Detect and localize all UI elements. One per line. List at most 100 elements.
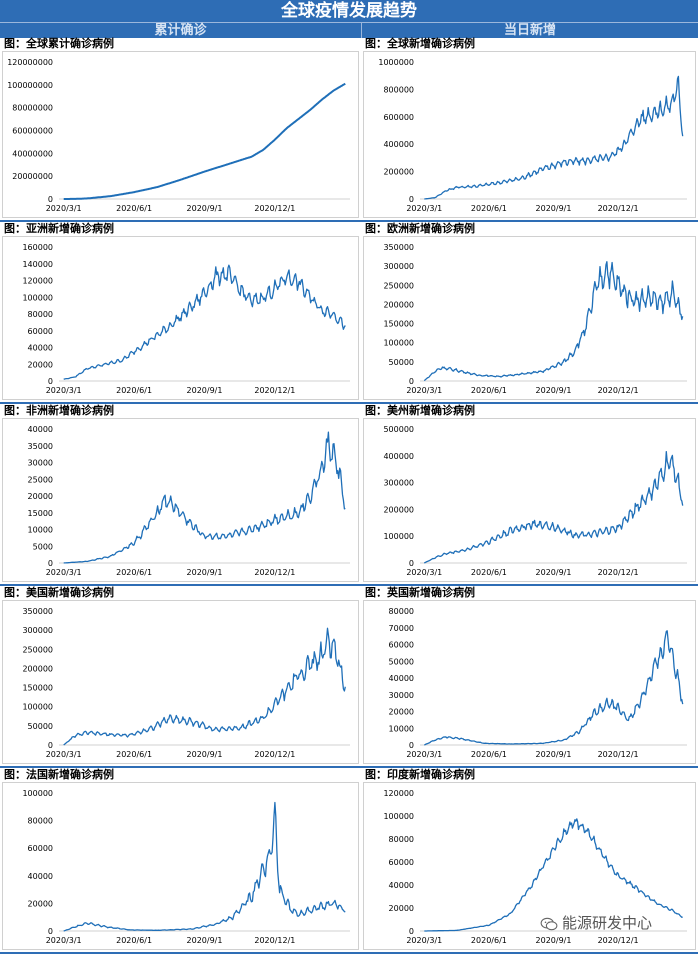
y-tick-label: 200000 bbox=[22, 664, 53, 673]
x-tick-label: 2020/12/1 bbox=[254, 386, 295, 395]
y-tick-label: 40000 bbox=[28, 425, 53, 434]
chart-frame: 0 20000 40000 60000 80000 100000 120000 140000 1… bbox=[2, 236, 359, 400]
y-tick-label: 0 bbox=[48, 741, 53, 750]
x-tick-label: 2020/12/1 bbox=[254, 568, 295, 577]
chart-title: 图：英国新增确诊病例 bbox=[365, 586, 475, 599]
y-tick-label: 40000 bbox=[389, 674, 414, 683]
line-chart: 0 20000000 40000000 60000000 80000000 1000000… bbox=[7, 58, 350, 213]
chart-frame: 0 20000 40000 60000 80000 100000 2020/3/1 2020/… bbox=[2, 782, 359, 950]
x-tick-label: 2020/6/1 bbox=[471, 204, 507, 213]
x-tick-label: 2020/6/1 bbox=[471, 750, 507, 759]
series-line bbox=[63, 82, 346, 200]
y-tick-label: 80000 bbox=[28, 310, 53, 319]
y-tick-label: 500000 bbox=[383, 425, 414, 434]
x-tick-label: 2020/6/1 bbox=[116, 750, 152, 759]
chart-panel-9: 图：印度新增确诊病例 0 20000 40000 60000 80000 100000 120… bbox=[361, 768, 698, 954]
y-tick-label: 30000 bbox=[28, 459, 53, 468]
y-tick-label: 50000 bbox=[389, 358, 414, 367]
x-tick-label: 2020/12/1 bbox=[598, 204, 639, 213]
chart-title: 图：美州新增确诊病例 bbox=[365, 404, 475, 417]
y-tick-label: 40000 bbox=[28, 872, 53, 881]
x-tick-label: 2020/6/1 bbox=[471, 568, 507, 577]
y-tick-label: 300000 bbox=[383, 262, 414, 271]
y-tick-label: 50000 bbox=[389, 657, 414, 666]
y-tick-label: 80000 bbox=[389, 607, 414, 616]
chart-title: 图：法国新增确诊病例 bbox=[4, 768, 114, 781]
line-chart: 0 20000 40000 60000 80000 100000 120000 140000 1… bbox=[22, 243, 350, 395]
y-tick-label: 70000 bbox=[389, 624, 414, 633]
chart-frame: 0 100000 200000 300000 400000 500000 2020/3/1 2… bbox=[363, 418, 696, 582]
chart-title: 图：印度新增确诊病例 bbox=[365, 768, 475, 781]
chart-frame: 0 50000 100000 150000 200000 250000 300000 3500… bbox=[363, 236, 696, 400]
chart-panel-2: 图：亚洲新增确诊病例 0 20000 40000 60000 80000 100000 120… bbox=[0, 222, 361, 404]
y-tick-label: 250000 bbox=[383, 281, 414, 290]
line-chart: 0 5000 10000 15000 20000 25000 30000 35000 40000… bbox=[28, 425, 350, 577]
y-tick-label: 100000 bbox=[383, 339, 414, 348]
x-tick-label: 2020/9/1 bbox=[536, 568, 572, 577]
y-tick-label: 160000 bbox=[22, 243, 53, 252]
y-tick-label: 0 bbox=[409, 195, 414, 204]
x-tick-label: 2020/9/1 bbox=[187, 568, 223, 577]
series-line bbox=[63, 264, 346, 380]
y-tick-label: 0 bbox=[409, 559, 414, 568]
x-tick-label: 2020/6/1 bbox=[116, 386, 152, 395]
x-tick-label: 2020/12/1 bbox=[598, 750, 639, 759]
x-tick-label: 2020/9/1 bbox=[536, 936, 572, 945]
y-tick-label: 100000 bbox=[22, 789, 53, 798]
x-tick-label: 2020/12/1 bbox=[254, 936, 295, 945]
chart-title: 图：全球新增确诊病例 bbox=[365, 37, 475, 50]
x-tick-label: 2020/12/1 bbox=[254, 204, 295, 213]
section-header-cumulative: 累计确诊 bbox=[154, 23, 207, 38]
y-tick-label: 40000 bbox=[389, 881, 414, 890]
y-tick-label: 100000 bbox=[22, 293, 53, 302]
y-tick-label: 400000 bbox=[383, 452, 414, 461]
chart-panel-5: 图：美州新增确诊病例 0 100000 200000 300000 400000 50000… bbox=[361, 404, 698, 586]
x-tick-label: 2020/9/1 bbox=[187, 936, 223, 945]
x-tick-label: 2020/3/1 bbox=[406, 750, 442, 759]
row-separator bbox=[0, 952, 698, 954]
y-tick-label: 0 bbox=[409, 377, 414, 386]
series-line bbox=[63, 627, 346, 746]
y-tick-label: 350000 bbox=[383, 243, 414, 252]
x-tick-label: 2020/6/1 bbox=[116, 568, 152, 577]
y-tick-label: 0 bbox=[48, 377, 53, 386]
page-title: 全球疫情发展趋势 bbox=[0, 0, 698, 22]
watermark: 能源研发中心 bbox=[540, 912, 652, 933]
chart-panel-1: 图：全球新增确诊病例 0 200000 400000 600000 800000 10000… bbox=[361, 37, 698, 222]
y-tick-label: 300000 bbox=[383, 479, 414, 488]
y-tick-label: 1000000 bbox=[378, 58, 414, 67]
watermark-text: 能源研发中心 bbox=[562, 914, 653, 932]
y-tick-label: 800000 bbox=[383, 85, 414, 94]
line-chart: 0 50000 100000 150000 200000 250000 300000 3500… bbox=[383, 243, 687, 395]
x-tick-label: 2020/3/1 bbox=[46, 936, 82, 945]
chart-panel-3: 图：欧洲新增确诊病例 0 50000 100000 150000 200000 250000… bbox=[361, 222, 698, 404]
y-tick-label: 60000 bbox=[28, 327, 53, 336]
y-tick-label: 100000 bbox=[383, 532, 414, 541]
x-tick-label: 2020/6/1 bbox=[471, 936, 507, 945]
chart-frame: 0 50000 100000 150000 200000 250000 300000 3500… bbox=[2, 600, 359, 764]
y-tick-label: 120000 bbox=[383, 789, 414, 798]
chart-title: 图：全球累计确诊病例 bbox=[4, 37, 114, 50]
x-tick-label: 2020/9/1 bbox=[187, 204, 223, 213]
section-header-daily: 当日新增 bbox=[503, 23, 556, 38]
y-tick-label: 200000 bbox=[383, 300, 414, 309]
y-tick-label: 0 bbox=[48, 559, 53, 568]
y-tick-label: 0 bbox=[48, 927, 53, 936]
series-line bbox=[63, 431, 346, 564]
y-tick-label: 60000 bbox=[389, 858, 414, 867]
y-tick-label: 300000 bbox=[22, 626, 53, 635]
chart-title: 图：非洲新增确诊病例 bbox=[4, 404, 114, 417]
line-chart: 0 100000 200000 300000 400000 500000 2020/3/1 2… bbox=[383, 425, 687, 577]
x-tick-label: 2020/12/1 bbox=[598, 386, 639, 395]
x-tick-label: 2020/6/1 bbox=[116, 204, 152, 213]
chart-title: 图：亚洲新增确诊病例 bbox=[4, 222, 114, 235]
y-tick-label: 150000 bbox=[22, 684, 53, 693]
y-tick-label: 80000 bbox=[28, 817, 53, 826]
y-tick-label: 40000000 bbox=[12, 149, 53, 158]
chart-frame: 0 10000 20000 30000 40000 50000 60000 70000 8000… bbox=[363, 600, 696, 764]
chart-frame: 0 20000 40000 60000 80000 100000 120000 2020/3/… bbox=[363, 782, 696, 950]
series-line bbox=[423, 261, 684, 382]
x-tick-label: 2020/3/1 bbox=[46, 204, 82, 213]
line-chart: 0 20000 40000 60000 80000 100000 2020/3/1 2020/… bbox=[22, 789, 350, 945]
y-tick-label: 35000 bbox=[28, 442, 53, 451]
